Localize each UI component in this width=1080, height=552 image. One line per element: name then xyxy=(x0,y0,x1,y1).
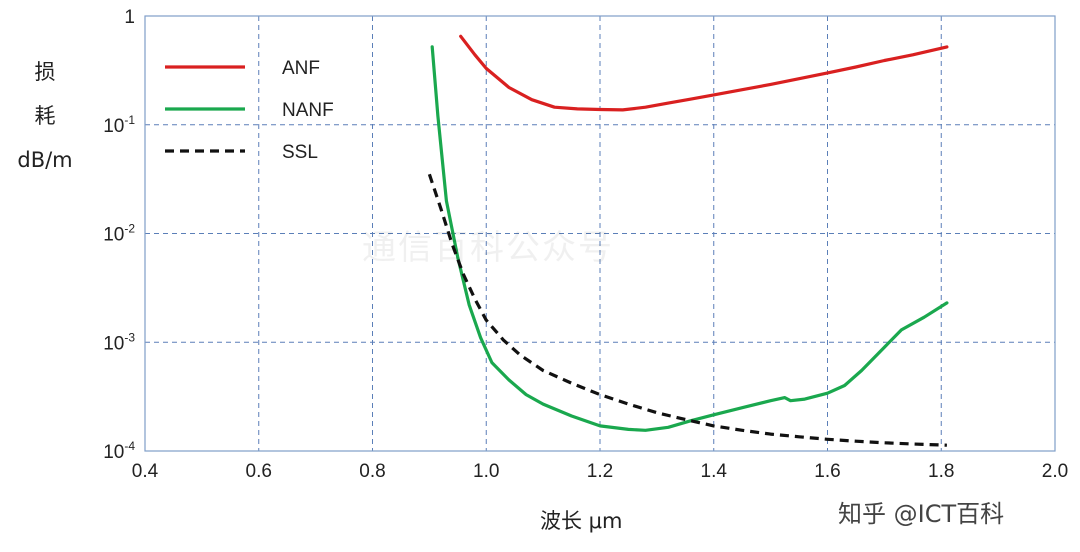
y-tick-label-1: 10-1 xyxy=(103,113,135,137)
grid-lines xyxy=(145,16,1055,451)
series-line-ssl xyxy=(427,173,947,447)
series-line-anf xyxy=(459,34,949,112)
brand-mark: 知乎 @ICT百科 xyxy=(838,500,1005,528)
y-axis-ticks: 1 10-1 10-2 10-3 10-4 xyxy=(103,7,135,463)
series-line-nanf xyxy=(430,45,949,432)
x-tick-label-1: 0.6 xyxy=(246,461,272,482)
y-axis-label-line-3: dB/m xyxy=(17,148,73,172)
watermark-text: 通信百科公众号 xyxy=(362,228,614,268)
x-tick-label-0: 0.4 xyxy=(132,461,159,482)
x-tick-label-3: 1.0 xyxy=(473,461,499,482)
legend-label-ssl: SSL xyxy=(282,142,318,163)
y-axis-label: 损 耗 dB/m xyxy=(10,50,80,182)
y-tick-label-2: 10-2 xyxy=(103,222,135,246)
legend-label-nanf: NANF xyxy=(282,100,334,121)
x-tick-label-2: 0.8 xyxy=(359,461,385,482)
x-tick-label-6: 1.6 xyxy=(814,461,840,482)
x-axis-ticks: 0.4 0.6 0.8 1.0 1.2 1.4 1.6 1.8 2.0 xyxy=(132,461,1068,482)
legend-label-anf: ANF xyxy=(282,58,320,79)
y-axis-label-line-2: 耗 xyxy=(34,104,56,128)
x-tick-label-7: 1.8 xyxy=(928,461,954,482)
plot-frame xyxy=(144,15,1056,452)
y-tick-label-0: 1 xyxy=(124,7,135,28)
x-tick-label-8: 2.0 xyxy=(1042,461,1068,482)
x-axis-label: 波长 μm xyxy=(540,509,623,533)
x-tick-label-4: 1.2 xyxy=(587,461,613,482)
series-layer xyxy=(427,34,949,447)
x-tick-label-5: 1.4 xyxy=(701,461,728,482)
legend: ANF NANF SSL xyxy=(165,58,334,163)
y-axis-label-line-1: 损 xyxy=(34,60,56,84)
y-tick-label-3: 10-3 xyxy=(103,330,135,354)
y-tick-label-4: 10-4 xyxy=(103,439,135,463)
